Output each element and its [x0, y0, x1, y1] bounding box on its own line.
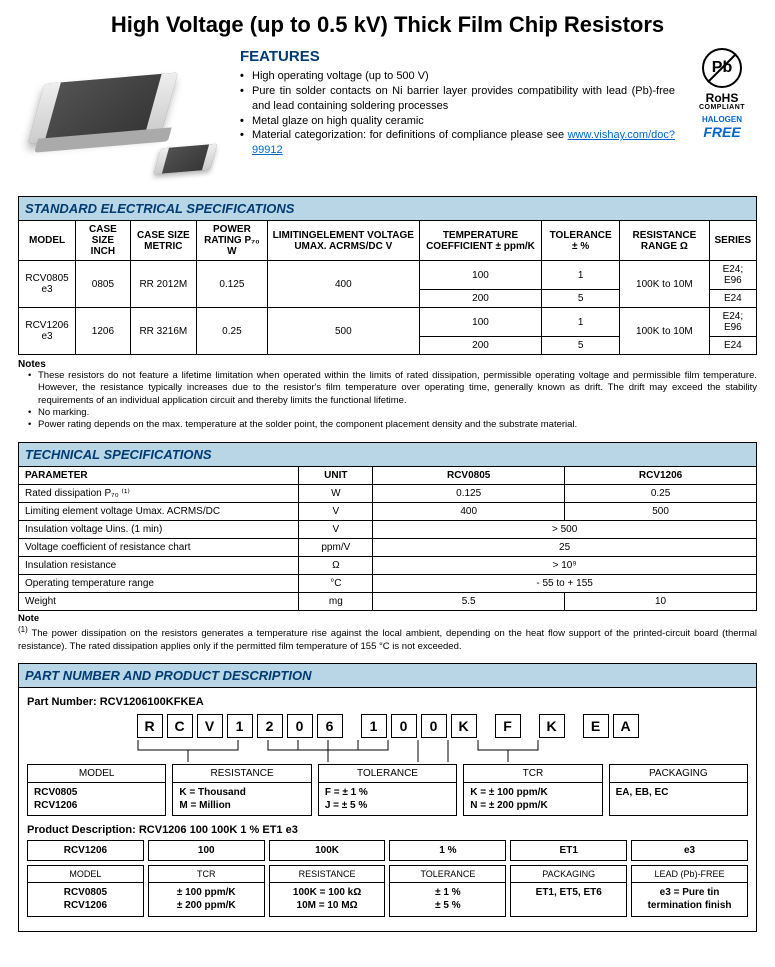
- col-tol: TOLERANCE ± %: [542, 221, 620, 261]
- elec-spec-header: STANDARD ELECTRICAL SPECIFICATIONS: [18, 196, 757, 220]
- halogen-label: HALOGEN: [687, 115, 757, 124]
- table-row: Limiting element voltage Umax. ACRMS/DCV…: [19, 502, 757, 520]
- col-inch: CASE SIZE INCH: [76, 221, 131, 261]
- pn-char: 2: [257, 714, 283, 738]
- pn-char: E: [583, 714, 609, 738]
- pd-group-cell: RESISTANCE100K = 100 kΩ10M = 10 MΩ: [269, 865, 386, 917]
- pn-char: R: [137, 714, 163, 738]
- col-volt: LIMITINGELEMENT VOLTAGE UMAX. ACRMS/DC V: [267, 221, 419, 261]
- table-row: RCV0805 e3 0805 RR 2012M 0.125 400 100 1…: [19, 261, 757, 290]
- pd-top-row: RCV1206100100K1 %ET1e3: [27, 840, 748, 861]
- col-series: SERIES: [709, 221, 756, 261]
- pd-group-cell: PACKAGINGET1, ET5, ET6: [510, 865, 627, 917]
- pn-char: A: [613, 714, 639, 738]
- pn-char: 0: [287, 714, 313, 738]
- product-image: [18, 48, 228, 188]
- rohs-compliant: COMPLIANT: [687, 104, 757, 111]
- pn-group: MODELRCV0805RCV1206: [27, 764, 166, 816]
- pn-char: 1: [227, 714, 253, 738]
- features-block: FEATURES High operating voltage (up to 5…: [240, 48, 675, 188]
- elec-spec-table: MODEL CASE SIZE INCH CASE SIZE METRIC PO…: [18, 220, 757, 355]
- pn-group: RESISTANCEK = ThousandM = Million: [172, 764, 311, 816]
- rohs-badge: RoHS: [687, 92, 757, 104]
- pd-cell: ET1: [510, 840, 627, 861]
- pn-group: PACKAGINGEA, EB, EC: [609, 764, 748, 816]
- pd-group-cell: TCR± 100 ppm/K± 200 ppm/K: [148, 865, 265, 917]
- pn-char: C: [167, 714, 193, 738]
- pd-bottom-row: MODELRCV0805RCV1206TCR± 100 ppm/K± 200 p…: [27, 865, 748, 917]
- pn-group: TOLERANCEF = ± 1 %J = ± 5 %: [318, 764, 457, 816]
- pd-group-cell: TOLERANCE± 1 %± 5 %: [389, 865, 506, 917]
- note-item: No marking.: [28, 407, 757, 419]
- pd-cell: e3: [631, 840, 748, 861]
- halogen-free: FREE: [687, 124, 757, 140]
- col-metric: CASE SIZE METRIC: [130, 221, 196, 261]
- pd-cell: 100: [148, 840, 265, 861]
- pd-cell: 1 %: [389, 840, 506, 861]
- pn-label: Part Number: RCV1206100KFKEA: [27, 696, 748, 708]
- tech-spec-table: PARAMETER UNIT RCV0805 RCV1206 Rated dis…: [18, 466, 757, 611]
- feature-item: High operating voltage (up to 500 V): [240, 69, 675, 84]
- features-heading: FEATURES: [240, 48, 675, 65]
- page-title: High Voltage (up to 0.5 kV) Thick Film C…: [18, 12, 757, 38]
- table-row: Insulation resistanceΩ> 10⁹: [19, 556, 757, 574]
- elec-notes: Notes These resistors do not feature a l…: [18, 359, 757, 432]
- tech-note: Note (1) The power dissipation on the re…: [18, 613, 757, 653]
- table-row: Voltage coefficient of resistance chartp…: [19, 538, 757, 556]
- col-range: RESISTANCE RANGE Ω: [620, 221, 710, 261]
- pn-header: PART NUMBER AND PRODUCT DESCRIPTION: [18, 663, 757, 687]
- pn-char: V: [197, 714, 223, 738]
- pn-char: K: [451, 714, 477, 738]
- note-item: These resistors do not feature a lifetim…: [28, 370, 757, 407]
- table-row: RCV1206 e3 1206 RR 3216M 0.25 500 100 1 …: [19, 308, 757, 337]
- pn-groups: MODELRCV0805RCV1206RESISTANCEK = Thousan…: [27, 764, 748, 816]
- pn-char: 6: [317, 714, 343, 738]
- table-row: Weightmg5.510: [19, 592, 757, 610]
- pn-char: 1: [361, 714, 387, 738]
- pn-char-boxes: RCV1206100KFKEA: [27, 714, 748, 738]
- note-item: Power rating depends on the max. tempera…: [28, 419, 757, 431]
- pn-char: K: [539, 714, 565, 738]
- pn-tree-lines: [93, 740, 683, 764]
- pn-char: 0: [421, 714, 447, 738]
- table-row: Rated dissipation P₇₀ ⁽¹⁾W0.1250.25: [19, 484, 757, 502]
- pn-char: 0: [391, 714, 417, 738]
- feature-item: Pure tin solder contacts on Ni barrier l…: [240, 84, 675, 114]
- table-row: Insulation voltage Uins. (1 min)V> 500: [19, 520, 757, 538]
- top-row: FEATURES High operating voltage (up to 5…: [18, 48, 757, 188]
- pd-cell: RCV1206: [27, 840, 144, 861]
- pn-group: TCRK = ± 100 ppm/KN = ± 200 ppm/K: [463, 764, 602, 816]
- feature-item: Metal glaze on high quality ceramic: [240, 114, 675, 129]
- tech-spec-header: TECHNICAL SPECIFICATIONS: [18, 442, 757, 466]
- col-power: POWER RATING P₇₀ W: [196, 221, 267, 261]
- pn-section: Part Number: RCV1206100KFKEA RCV1206100K…: [18, 687, 757, 932]
- feature-item: Material categorization: for definitions…: [240, 128, 675, 158]
- pd-label: Product Description: RCV1206 100 100K 1 …: [27, 824, 748, 836]
- compliance-badges: Pb RoHS COMPLIANT HALOGEN FREE: [687, 48, 757, 188]
- col-tc: TEMPERATURE COEFFICIENT ± ppm/K: [419, 221, 541, 261]
- pd-group-cell: LEAD (Pb)-FREEe3 = Pure tin termination …: [631, 865, 748, 917]
- pn-char: F: [495, 714, 521, 738]
- pb-free-icon: Pb: [702, 48, 742, 88]
- pd-cell: 100K: [269, 840, 386, 861]
- pd-group-cell: MODELRCV0805RCV1206: [27, 865, 144, 917]
- table-row: Operating temperature range°C- 55 to + 1…: [19, 574, 757, 592]
- col-model: MODEL: [19, 221, 76, 261]
